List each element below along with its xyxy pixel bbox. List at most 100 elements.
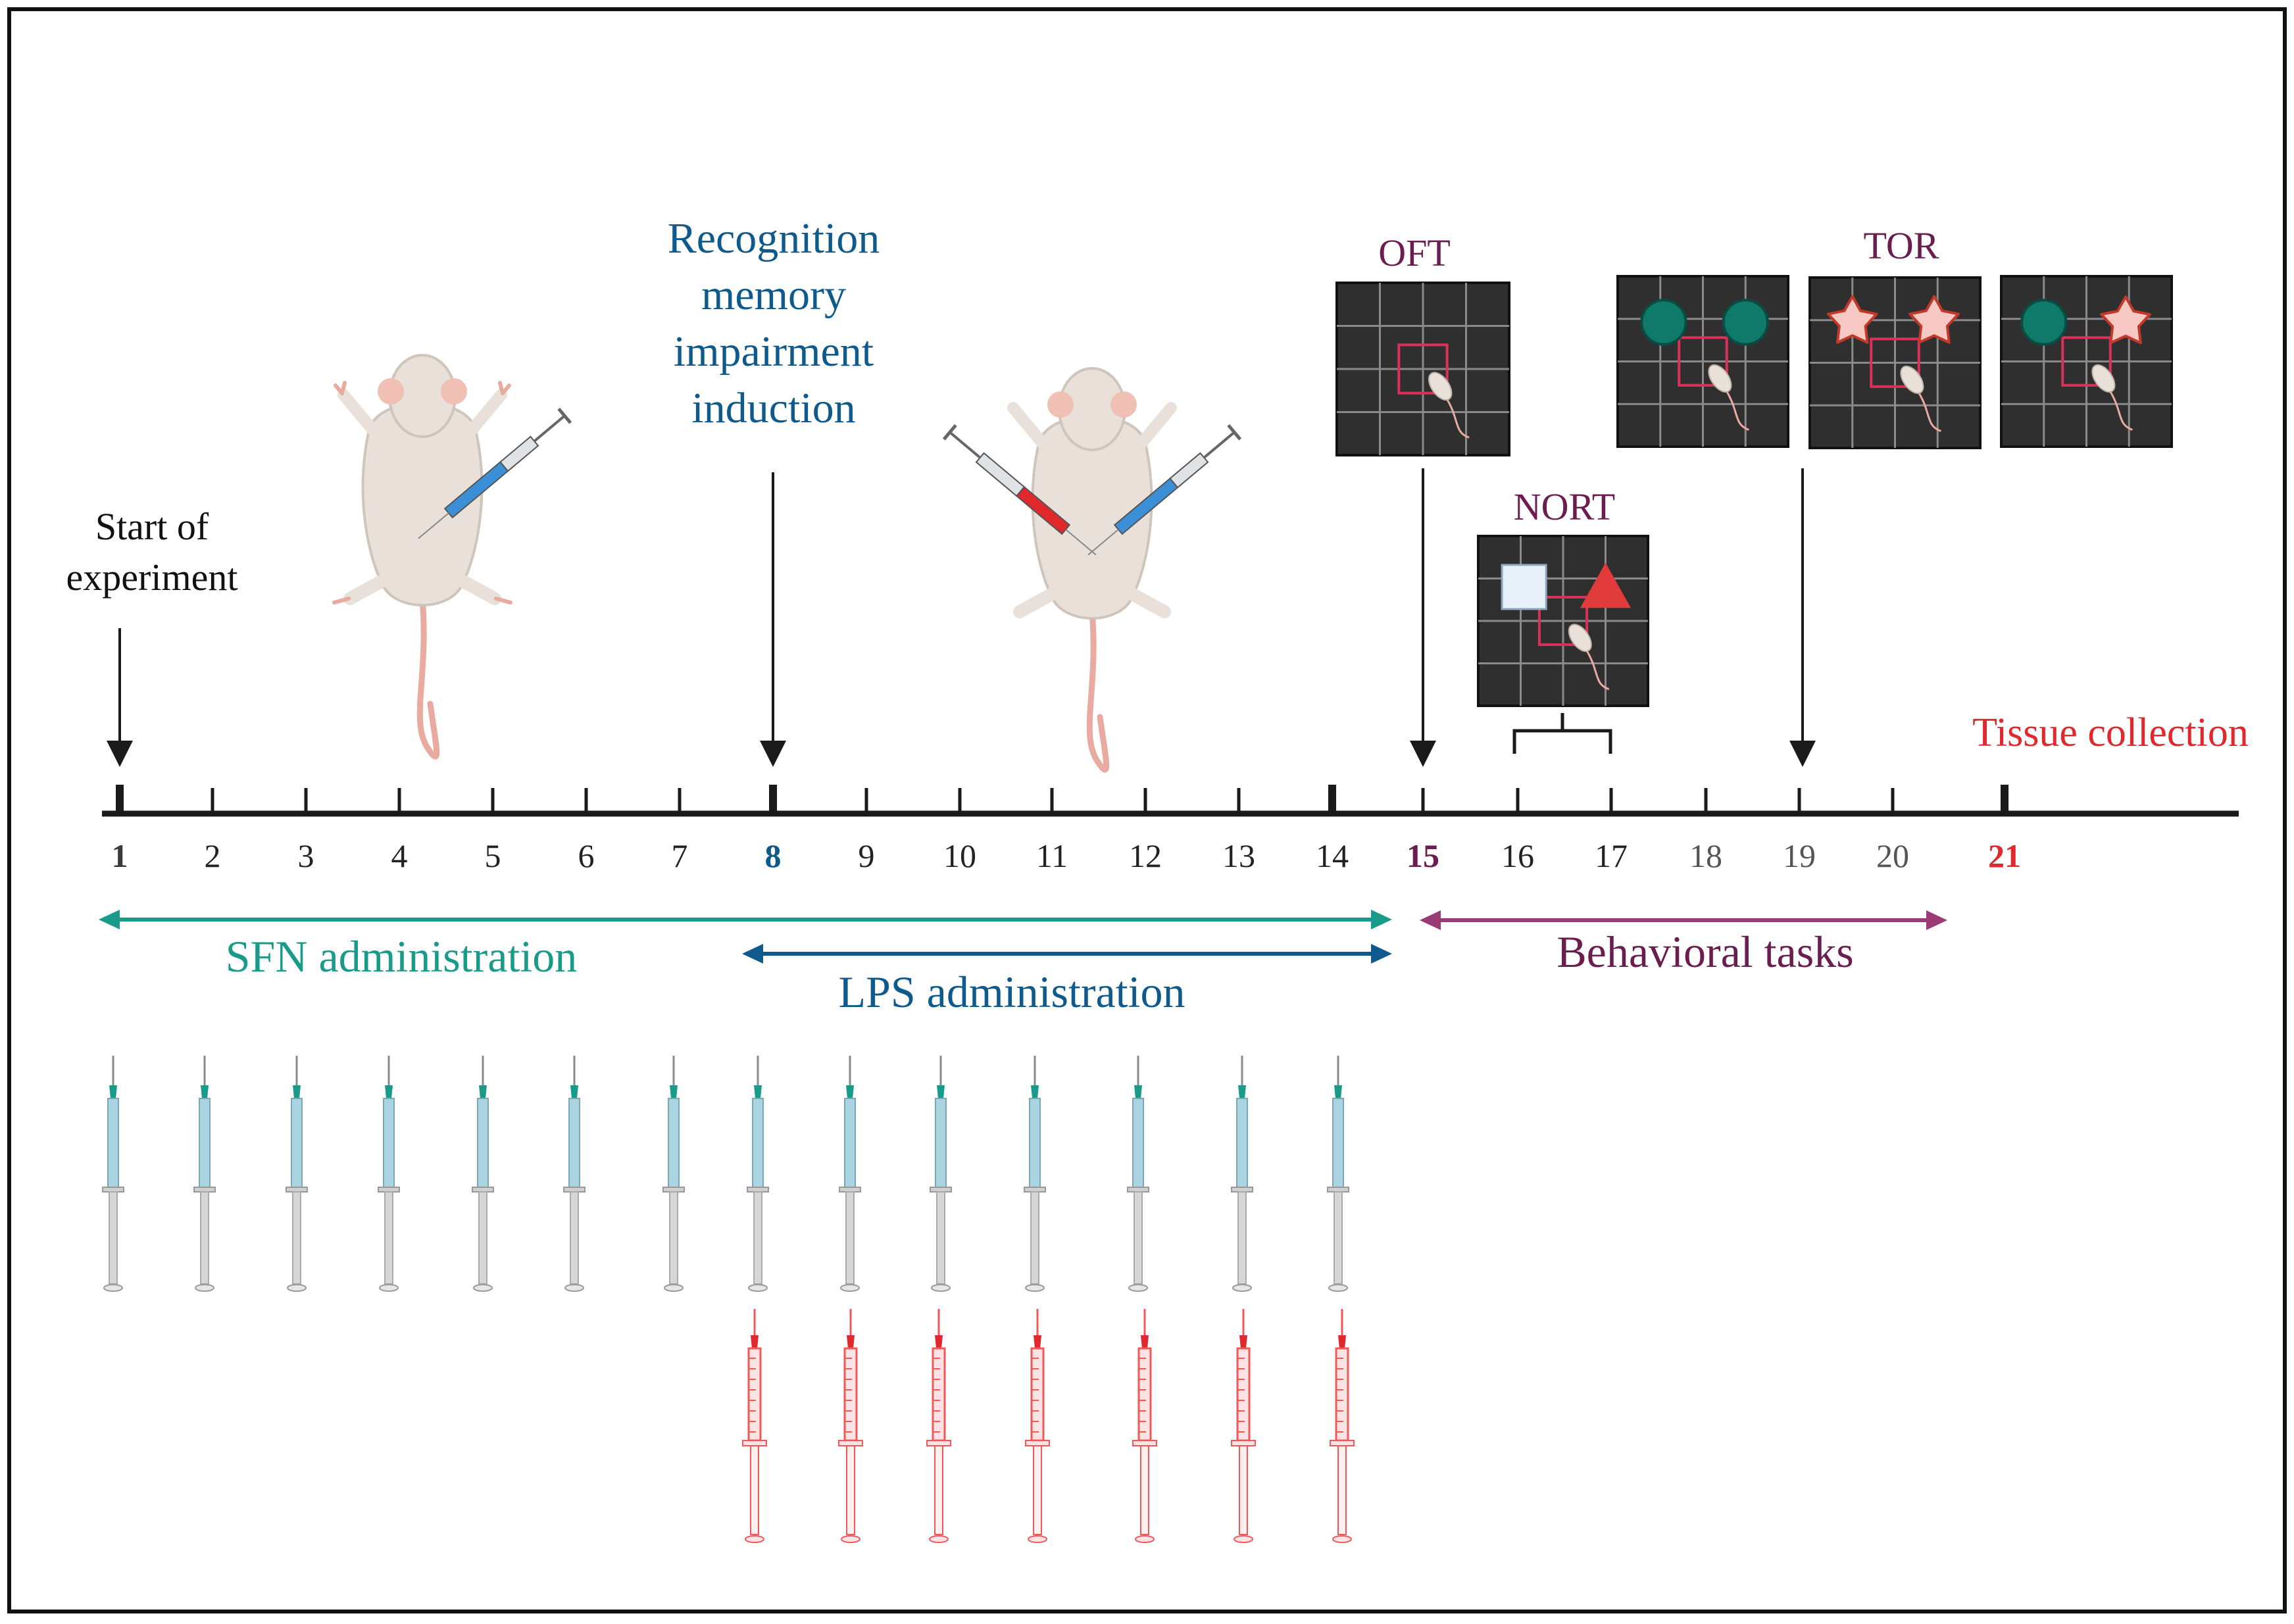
arena-mouse-icon	[1900, 365, 1924, 394]
day-label-19: 19	[1783, 837, 1816, 874]
arena-mouse-tail	[2108, 388, 2133, 431]
sfn-syringe-icon	[286, 1056, 308, 1292]
mouse-ear-right	[1110, 391, 1137, 418]
arena-mouse-tail	[1584, 647, 1610, 691]
day-label-3: 3	[298, 837, 314, 874]
object-sphere-icon	[2020, 299, 2068, 346]
lps-syringes	[742, 1309, 1355, 1543]
day-label-2: 2	[205, 837, 221, 874]
arena-tor-1	[1616, 275, 1789, 448]
object-cube-icon	[1501, 564, 1547, 610]
tissue-collection-label: Tissue collection	[1972, 710, 2249, 755]
arena-mouse-icon	[1568, 624, 1592, 652]
sfn-syringe-icon	[1327, 1056, 1349, 1292]
timeline-day-labels: 1 2 3 4 5 6 7 8 9 10 11 12 13 14 15 16 17 18 19 20 21	[112, 837, 2022, 874]
day-label-7: 7	[672, 837, 688, 874]
mouse-tail	[416, 595, 440, 760]
induction-label-line-3: impairment	[674, 328, 874, 376]
start-label-line-2: experiment	[66, 556, 238, 599]
syringe-blue-icon	[1087, 424, 1242, 556]
mouse-sfn-lps-injection	[942, 367, 1242, 773]
arena-center-zone	[1678, 336, 1728, 387]
induction-label-line-2: memory	[701, 271, 846, 319]
sfn-syringe-icon	[563, 1056, 586, 1292]
sfn-syringe-icon	[930, 1056, 952, 1292]
day-label-13: 13	[1222, 837, 1255, 874]
mouse-hind-legs	[343, 572, 501, 605]
sfn-syringe-icon	[102, 1056, 124, 1292]
mouse-sfn-injection	[332, 354, 572, 760]
day-label-10: 10	[943, 837, 976, 874]
object-star-icon	[2100, 295, 2151, 345]
lps-syringe-icon	[1231, 1309, 1256, 1543]
tor-label: TOR	[1864, 224, 1939, 267]
arena-center-zone	[2061, 336, 2112, 387]
sfn-syringe-icon	[839, 1056, 861, 1292]
arena-center-zone	[1870, 337, 1920, 388]
arena-mouse-icon	[2091, 364, 2116, 393]
object-pyramid-icon	[1580, 562, 1632, 608]
timeline-ticks	[116, 785, 2008, 814]
arena-mouse-icon	[1708, 364, 1732, 393]
start-label-line-1: Start of	[95, 505, 209, 548]
object-star-icon	[1908, 295, 1960, 344]
sfn-syringe-icon	[193, 1056, 216, 1292]
lps-syringe-icon	[1330, 1309, 1355, 1543]
lps-syringe-icon	[742, 1309, 767, 1543]
day-label-5: 5	[485, 837, 501, 874]
day-label-12: 12	[1129, 837, 1162, 874]
lps-period-label: LPS administration	[839, 967, 1185, 1017]
arena-mouse-icon	[1428, 372, 1453, 401]
arena-center-zone	[1397, 343, 1449, 395]
oft-label: OFT	[1378, 232, 1451, 274]
syringe-blue-icon	[418, 407, 572, 539]
object-sphere-icon	[1722, 299, 1769, 346]
day-label-9: 9	[859, 837, 875, 874]
sfn-syringe-icon	[747, 1056, 769, 1292]
mouse-front-legs	[337, 389, 507, 440]
nort-bracket	[1512, 713, 1612, 754]
induction-label-line-4: induction	[691, 384, 855, 432]
mouse-hind-legs	[1013, 585, 1171, 618]
day-label-18: 18	[1689, 837, 1722, 874]
sfn-syringe-icon	[1024, 1056, 1046, 1292]
arena-mouse-tail	[1724, 388, 1749, 431]
induction-label-line-1: Recognition	[668, 214, 880, 262]
day-label-1: 1	[112, 837, 128, 874]
sfn-period-label: SFN administration	[226, 931, 578, 981]
arena-nort	[1477, 535, 1649, 707]
sfn-period-arrow	[99, 910, 1392, 929]
mouse-tail	[1086, 608, 1110, 773]
arena-mouse-tail	[1444, 396, 1470, 439]
arena-tor-3	[2000, 275, 2173, 448]
day-label-8: 8	[765, 837, 782, 874]
day-label-15: 15	[1407, 837, 1439, 874]
mouse-ear-right	[441, 378, 467, 405]
arena-mouse-tail	[1916, 389, 1941, 432]
object-star-icon	[1826, 295, 1878, 344]
day-label-6: 6	[578, 837, 595, 874]
lps-syringe-icon	[1132, 1309, 1157, 1543]
nort-label: NORT	[1514, 485, 1615, 528]
day-label-16: 16	[1501, 837, 1534, 874]
induction-label: Recognition memory impairment induction	[668, 214, 880, 432]
day-label-11: 11	[1036, 837, 1068, 874]
lps-syringe-icon	[838, 1309, 863, 1543]
arena-center-zone	[1537, 595, 1589, 647]
arena-tor-2	[1808, 276, 1982, 449]
day-label-21: 21	[1988, 837, 2021, 874]
mouse-ear-left	[378, 378, 404, 405]
behavior-period-arrow	[1420, 910, 1947, 930]
day-label-17: 17	[1595, 837, 1628, 874]
day-label-14: 14	[1316, 837, 1349, 874]
mouse-ear-left	[1047, 391, 1074, 418]
day-label-4: 4	[391, 837, 408, 874]
syringe-red-icon	[942, 424, 1097, 556]
sfn-syringe-icon	[378, 1056, 400, 1292]
mouse-front-legs	[1007, 402, 1177, 453]
sfn-syringe-icon	[1127, 1056, 1149, 1292]
mouse-paws	[332, 381, 512, 604]
day-label-20: 20	[1876, 837, 1909, 874]
arena-oft	[1335, 282, 1510, 456]
sfn-syringes	[102, 1056, 1349, 1292]
